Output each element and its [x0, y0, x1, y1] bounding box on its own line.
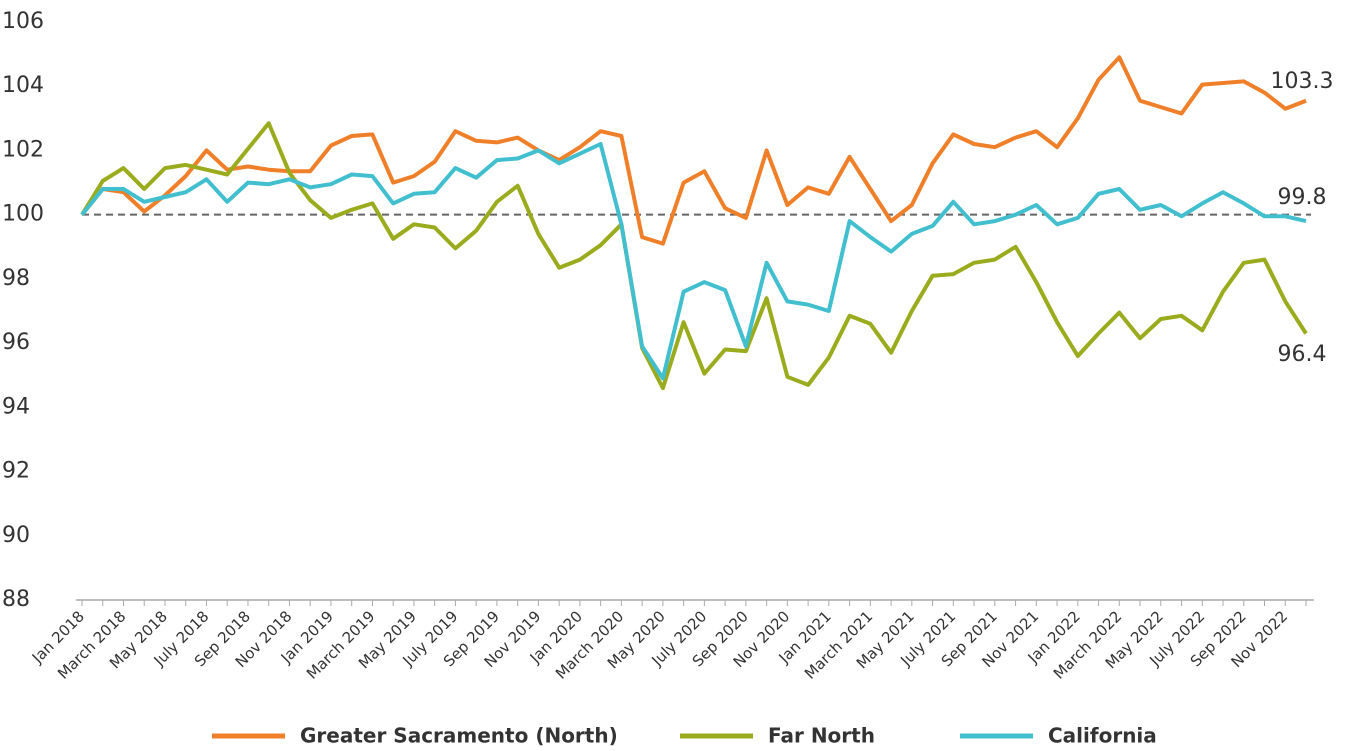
y-tick-label: 104 [2, 73, 44, 98]
series-line [80, 55, 1307, 246]
y-tick-label: 100 [2, 202, 44, 227]
y-tick-label: 88 [2, 587, 30, 612]
y-tick-label: 96 [2, 330, 30, 355]
series-line [80, 142, 1307, 381]
y-tick-label: 92 [2, 459, 30, 484]
y-tick-label: 106 [2, 9, 44, 34]
y-tick-label: 90 [2, 523, 30, 548]
annotation: 99.8 [1278, 185, 1327, 210]
y-tick-label: 102 [2, 137, 44, 162]
annotation: 103.3 [1271, 69, 1334, 94]
annotation: 96.4 [1278, 342, 1327, 367]
y-tick-label: 94 [2, 394, 30, 419]
series-line [80, 121, 1308, 391]
legend-label: California [1048, 724, 1157, 748]
y-tick-label: 98 [2, 266, 30, 291]
legend-label: Far North [768, 724, 875, 748]
legend-label: Greater Sacramento (North) [300, 724, 618, 748]
